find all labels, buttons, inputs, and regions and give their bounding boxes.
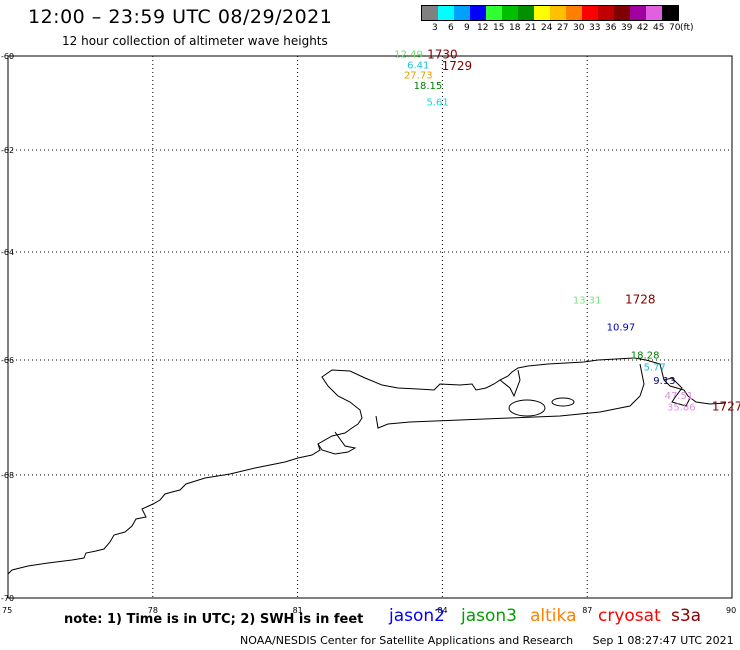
wave-height-color-scale: 3 6 9 12 15 18 21 24 27 30 33 36 39 42 45 70 (ft) [421, 5, 694, 33]
longitude-tick-label: 81 [293, 606, 303, 615]
map-frame [7, 55, 733, 599]
scale-swatch [646, 6, 662, 20]
scale-label: 36 [605, 23, 617, 33]
color-scale-labels: 3 6 9 12 15 18 21 24 27 30 33 36 39 42 45 70 (ft) [421, 21, 694, 33]
scale-swatch [550, 6, 566, 20]
ice-shelf-front [375, 363, 645, 429]
peninsula-outline [663, 377, 691, 407]
scale-label: 42 [637, 23, 649, 33]
latitude-tick-label: -64 [1, 248, 14, 257]
satellite-legend-item: s3a [671, 606, 702, 626]
credit-line: NOAA/NESDIS Center for Satellite Applica… [240, 634, 740, 647]
longitude-tick-label: 90 [726, 606, 736, 615]
scale-label: 6 [448, 23, 454, 33]
longitude-tick-label: 87 [582, 606, 592, 615]
ice-shelf-outline [317, 431, 357, 455]
scale-swatch [534, 6, 550, 20]
wave-height-value: 9.13 [653, 376, 675, 387]
scale-label: 27 [557, 23, 569, 33]
scale-swatch [518, 6, 534, 20]
satellite-legend-item: jason2 [389, 606, 445, 626]
scale-label: 30 [573, 23, 585, 33]
scale-swatch [614, 6, 630, 20]
wave-height-value: 35.86 [667, 403, 696, 414]
longitude-tick-label: 75 [2, 606, 12, 615]
pass-time-label: 1728 [625, 292, 656, 306]
latitude-tick-label: -68 [1, 471, 14, 480]
scale-swatch [470, 6, 486, 20]
scale-swatch [630, 6, 646, 20]
antarctic-coastline [7, 357, 727, 575]
generated-timestamp: Sep 1 08:27:47 UTC 2021 [592, 634, 734, 647]
scale-label: 33 [589, 23, 601, 33]
scale-swatch [422, 6, 438, 20]
scale-label: 3 [432, 23, 438, 33]
scale-label: 15 [493, 23, 505, 33]
pass-time-label: 1729 [442, 59, 473, 73]
wave-height-value: 13.31 [573, 295, 602, 306]
longitude-tick-label: 84 [437, 606, 447, 615]
wave-height-value: 18.15 [414, 81, 443, 92]
scale-swatch [598, 6, 614, 20]
scale-label: 39 [621, 23, 633, 33]
wave-height-value: 5.61 [426, 97, 448, 108]
latitude-tick-label: -66 [1, 356, 14, 365]
scale-label: 12 [477, 23, 489, 33]
inlet-outline [499, 369, 521, 398]
axis-tick-labels: 75 78 81 84 87 90 -60 -62 -64 -66 -68 -70 [1, 52, 736, 615]
latitude-tick-label: -60 [1, 52, 14, 61]
latitude-tick-label: -62 [1, 146, 14, 155]
scale-label: 70 [669, 23, 681, 33]
wave-height-value: 5.77 [644, 362, 666, 373]
satellite-legend-item: cryosat [598, 606, 661, 626]
scale-label: 18 [509, 23, 521, 33]
footnote: note: 1) Time is in UTC; 2) SWH is in fe… [64, 612, 364, 627]
graticule [7, 55, 733, 599]
island-outline [508, 399, 546, 417]
wave-height-value: 18.28 [631, 350, 660, 361]
wave-height-value: 27.73 [404, 71, 433, 82]
scale-label: 21 [525, 23, 537, 33]
satellite-legend-item: altika [530, 606, 577, 626]
island-outline [551, 397, 575, 407]
latitude-tick-label: -70 [1, 594, 14, 603]
scale-swatch [486, 6, 502, 20]
scale-label: 45 [653, 23, 665, 33]
pass-time-label: 1730 [427, 47, 458, 61]
wave-height-value: 6.41 [407, 61, 429, 72]
scale-swatch [438, 6, 454, 20]
wave-height-value: 12.49 [394, 49, 423, 60]
map-subtitle: 12 hour collection of altimeter wave hei… [62, 34, 328, 48]
wave-height-value: 10.97 [607, 322, 636, 333]
satellite-legend-item: jason3 [461, 606, 517, 626]
scale-label: 9 [464, 23, 470, 33]
scale-swatch [502, 6, 518, 20]
pass-time-label: 1727 [712, 400, 740, 414]
longitude-tick-label: 78 [148, 606, 158, 615]
scale-swatch [582, 6, 598, 20]
scale-unit: (ft) [680, 23, 694, 33]
scale-swatch [454, 6, 470, 20]
wave-height-value: 47.51 [665, 391, 694, 402]
scale-swatch [662, 6, 678, 20]
map-title: 12:00 – 23:59 UTC 08/29/2021 [28, 6, 333, 28]
scale-swatch [566, 6, 582, 20]
scale-label: 24 [541, 23, 553, 33]
color-scale-bar [421, 5, 679, 21]
agency-credit: NOAA/NESDIS Center for Satellite Applica… [240, 634, 574, 647]
